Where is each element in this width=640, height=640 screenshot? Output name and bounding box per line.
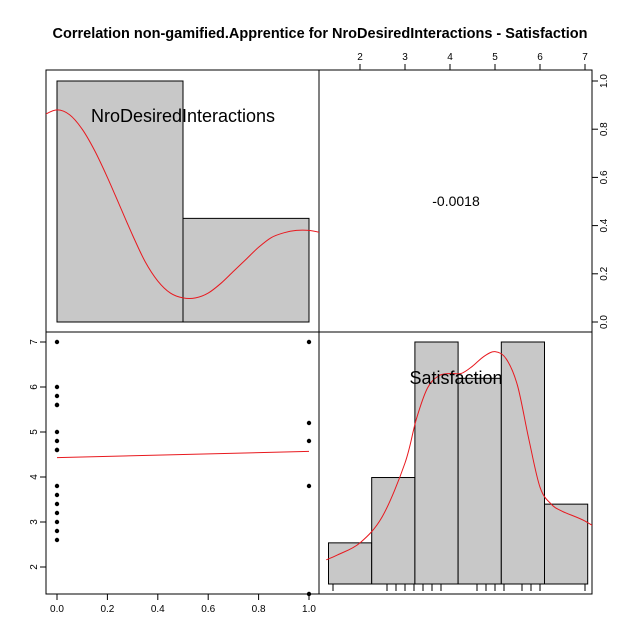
histogram-bars <box>56 80 589 591</box>
left-tick-label-0: 2 <box>29 564 40 570</box>
bottom-tick-label-4: 0.8 <box>252 604 266 615</box>
bottom-tick-label-5: 1.0 <box>302 604 316 615</box>
scatter-point-18 <box>306 438 312 444</box>
scatter-point-17 <box>306 420 312 426</box>
scatter-point-14 <box>54 402 60 408</box>
scatter-point-13 <box>54 537 60 543</box>
right-tick-label-5: 1.0 <box>599 74 610 88</box>
hist-bar-nro-1 <box>182 217 310 323</box>
top-tick-label-3: 5 <box>492 52 498 63</box>
top-tick-label-1: 3 <box>402 52 408 63</box>
scatter-point-7 <box>54 483 60 489</box>
scatter-point-12 <box>54 528 60 534</box>
scatter-point-15 <box>54 447 60 453</box>
scatter-point-2 <box>54 393 60 399</box>
top-tick-label-2: 4 <box>447 52 453 63</box>
bottom-tick-label-0: 0.0 <box>50 604 64 615</box>
scatter-point-10 <box>54 510 60 516</box>
hist-bar-nro-0 <box>56 80 184 323</box>
right-tick-label-4: 0.8 <box>599 122 610 136</box>
hist-bar-satisfaction-2 <box>414 341 459 585</box>
diag-label-satisfaction: Satisfaction <box>409 368 502 388</box>
scatter-point-19 <box>306 483 312 489</box>
bottom-tick-label-2: 0.4 <box>151 604 165 615</box>
bottom-tick-label-3: 0.6 <box>201 604 215 615</box>
hist-bar-satisfaction-1 <box>371 477 416 585</box>
left-tick-label-5: 7 <box>29 339 40 345</box>
scatter-points <box>54 339 312 597</box>
scatter-point-11 <box>54 519 60 525</box>
scatter-point-5 <box>54 438 60 444</box>
scatter-point-1 <box>54 384 60 390</box>
left-tick-label-4: 6 <box>29 384 40 390</box>
left-tick-label-1: 3 <box>29 519 40 525</box>
panel-bottom-left <box>45 331 320 595</box>
density-curve-nrodesiredinteractions <box>46 109 319 300</box>
top-tick-label-0: 2 <box>357 52 363 63</box>
density-curves <box>46 109 592 561</box>
bottom-tick-label-1: 0.2 <box>100 604 114 615</box>
panel-bottom-right <box>318 331 593 595</box>
scatter-point-0 <box>54 339 60 345</box>
top-tick-label-4: 6 <box>537 52 543 63</box>
scatter-point-9 <box>54 501 60 507</box>
left-tick-label-2: 4 <box>29 474 40 480</box>
hist-bar-satisfaction-3 <box>457 377 502 585</box>
diag-label-nrodesiredinteractions: NroDesiredInteractions <box>91 106 275 126</box>
scatter-point-8 <box>54 492 60 498</box>
density-curve-satisfaction <box>326 351 592 561</box>
left-tick-label-3: 5 <box>29 429 40 435</box>
right-tick-label-0: 0.0 <box>599 315 610 329</box>
fit-line <box>56 450 310 459</box>
right-tick-label-2: 0.4 <box>599 218 610 232</box>
hist-bar-satisfaction-5 <box>544 503 589 585</box>
right-tick-label-3: 0.6 <box>599 170 610 184</box>
right-tick-label-1: 0.2 <box>599 266 610 280</box>
chart-title: Correlation non-gamified.Apprentice for … <box>53 26 588 42</box>
correlation-value: -0.0018 <box>432 193 480 209</box>
top-tick-label-5: 7 <box>582 52 588 63</box>
axes: 0.0 0.2 0.4 0.6 0.8 1.0 2 3 4 5 6 7 2 3 4 5 6 7 0.0 0.2 0.4 0… <box>29 52 610 615</box>
scatter-point-4 <box>54 429 60 435</box>
scatter-point-16 <box>306 339 312 345</box>
hist-bar-satisfaction-4 <box>500 341 545 585</box>
